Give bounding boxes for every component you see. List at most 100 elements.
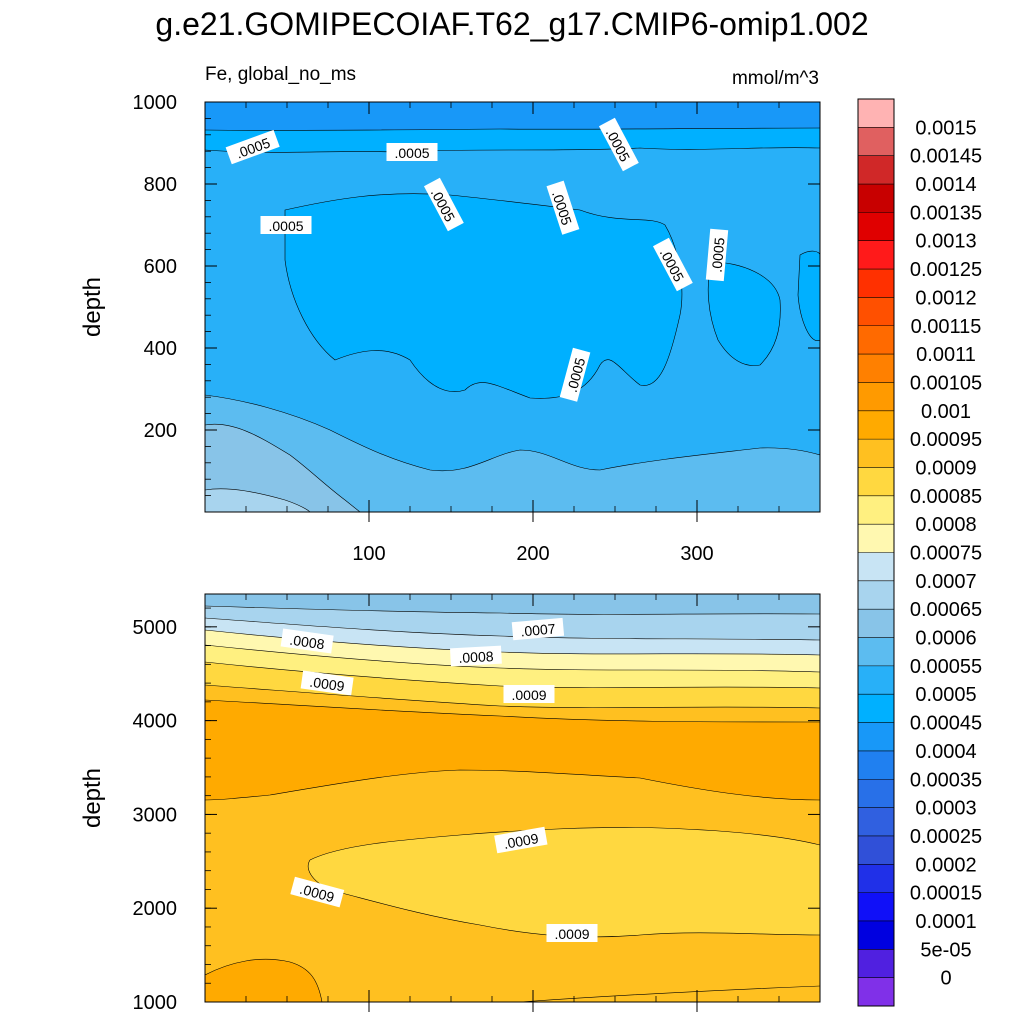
- colorbar-label: 0.00115: [911, 316, 982, 338]
- y-tick-label: 1000: [133, 992, 178, 1014]
- contour-label-text: .0009: [502, 830, 539, 852]
- top-plot-frame: [204, 101, 821, 513]
- top-panel: .0005.0005.0005.0005.0005.0005.0005.0005…: [79, 92, 821, 565]
- colorbar-swatch: [858, 750, 894, 780]
- colorbar-swatch: [858, 977, 894, 1007]
- x-tick-label: 100: [352, 543, 385, 565]
- bottom-panel: .0007.0008.0008.0009.0009.0009.0009.0009…: [79, 593, 821, 1014]
- y-tick-label: 4000: [133, 711, 178, 733]
- contour-label-bg: [280, 628, 334, 654]
- contour-label: .0008: [280, 628, 334, 654]
- colorbar-label: 0.0003: [915, 798, 976, 820]
- colorbar-swatch: [858, 665, 894, 695]
- colorbar-label: 5e-05: [920, 939, 971, 961]
- contour-label: .0007: [511, 617, 565, 641]
- contour-label: .0005: [705, 228, 729, 282]
- top-fill-00065: [205, 488, 310, 512]
- colorbar-label: 0.0009: [915, 457, 976, 479]
- contour-label-bg: [300, 670, 354, 696]
- contour-label-bg: [652, 237, 693, 292]
- colorbar-label: 0.00085: [910, 486, 982, 508]
- y-tick-label: 800: [144, 174, 177, 196]
- colorbar-label: 0.0005: [915, 684, 976, 706]
- bot-contour: [205, 699, 820, 723]
- contour-label: .0008: [450, 645, 502, 667]
- colorbar-swatch: [858, 212, 894, 242]
- colorbar-label: 0.00075: [910, 543, 982, 565]
- bot-contour: [205, 605, 820, 615]
- y-tick-label: 200: [144, 420, 177, 442]
- colorbar-label: 0.00125: [910, 259, 982, 281]
- y-tick-label: 600: [144, 256, 177, 278]
- bottom-plot-frame: [204, 593, 821, 1003]
- colorbar-label: 0.00025: [910, 826, 982, 848]
- y-axis-label: depth: [79, 768, 106, 828]
- top-contour: [205, 394, 820, 472]
- colorbar-label: 0.0007: [915, 571, 976, 593]
- top-contour: [205, 423, 361, 512]
- contour-label-bg: [559, 347, 591, 402]
- contour-label-bg: [494, 826, 548, 854]
- top-fill-core3-00045: [798, 251, 820, 341]
- bot-fill-0006: [205, 594, 820, 615]
- contour-label-bg: [386, 143, 438, 161]
- contour-label-bg: [546, 180, 580, 235]
- contour-label: .0009: [546, 924, 598, 942]
- colorbar-label: 0.00095: [910, 429, 982, 451]
- top-fill-00040: [205, 102, 820, 132]
- top-contour: [797, 250, 820, 341]
- colorbar-label: 0.00035: [910, 769, 982, 791]
- bot-contour: [205, 958, 323, 1002]
- colorbar-swatch: [858, 722, 894, 752]
- bot-fill-00095: [205, 700, 820, 800]
- y-tick-label: 400: [144, 338, 177, 360]
- colorbar-label: 0.00145: [910, 146, 982, 168]
- bot-fill-00085-core: [308, 827, 820, 937]
- contour-label-text: .0005: [709, 237, 728, 274]
- colorbar-swatch: [858, 184, 894, 213]
- top-fill-core-00045: [285, 193, 682, 399]
- colorbar-swatch: [858, 354, 894, 383]
- colorbar-swatch: [858, 325, 894, 355]
- colorbar-swatch: [858, 949, 894, 979]
- contour-label: .0009: [300, 670, 354, 696]
- bot-contour: [205, 617, 820, 641]
- contour-label: .0005: [386, 143, 438, 161]
- contour-label-bg: [423, 177, 464, 232]
- contour-label-bg: [503, 685, 555, 703]
- bot-contour: [205, 661, 820, 689]
- colorbar-label: 0.0008: [915, 514, 976, 536]
- contour-label-bg: [511, 617, 565, 641]
- colorbar-frame: [857, 98, 895, 1007]
- colorbar-swatch: [858, 524, 894, 553]
- colorbar-swatch: [858, 240, 894, 270]
- contour-label-bg: [546, 924, 598, 942]
- colorbar-swatch: [858, 127, 894, 157]
- colorbar-swatch: [858, 779, 894, 809]
- colorbar-swatch: [858, 552, 894, 582]
- colorbar-swatch: [858, 495, 894, 525]
- contour-label-text: .0005: [394, 145, 429, 161]
- contour-label-bg: [290, 876, 345, 908]
- colorbar-swatch: [858, 467, 894, 497]
- y-axis-label: depth: [79, 277, 106, 337]
- y-tick-label: 2000: [133, 898, 178, 920]
- colorbar-swatch: [858, 297, 894, 327]
- contour-label: .0009: [494, 826, 548, 854]
- colorbar-label: 0.0001: [915, 911, 976, 933]
- top-contour: [284, 193, 683, 399]
- colorbar-label: 0: [940, 968, 951, 990]
- colorbar-label: 0.00065: [910, 599, 982, 621]
- colorbar-label: 0.0012: [915, 287, 976, 309]
- contour-label-text: .0008: [458, 648, 494, 666]
- colorbar-swatch: [858, 835, 894, 865]
- bot-fill-00095-deep: [205, 959, 322, 1002]
- top-contour: [205, 127, 820, 131]
- colorbar-swatch: [858, 382, 894, 412]
- colorbar-label: 0.00055: [910, 656, 982, 678]
- variable-subtitle: Fe, global_no_ms: [205, 64, 357, 85]
- bot-fill-0008: [205, 645, 820, 688]
- contour-label-text: .0007: [520, 620, 557, 639]
- colorbar-label: 0.0002: [915, 854, 976, 876]
